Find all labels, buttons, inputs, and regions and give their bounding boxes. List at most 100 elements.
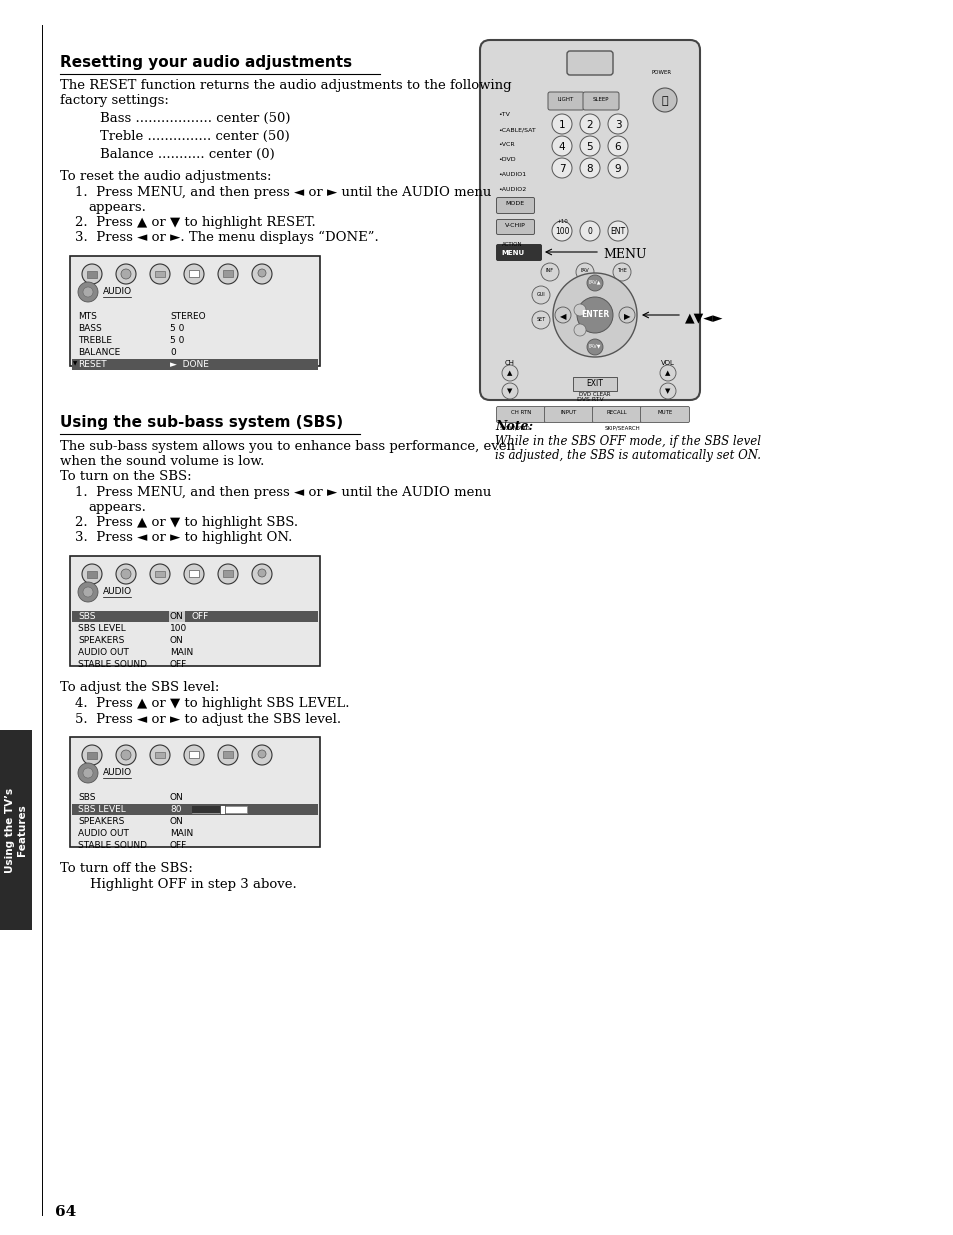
Text: MAIN: MAIN	[170, 648, 193, 657]
Text: SBS: SBS	[78, 793, 95, 802]
Text: MAIN: MAIN	[170, 829, 193, 839]
Text: when the sound volume is low.: when the sound volume is low.	[60, 454, 264, 468]
Text: VOL: VOL	[660, 359, 674, 366]
Text: MENU: MENU	[602, 248, 646, 261]
Text: ▲▼◄►: ▲▼◄►	[684, 311, 722, 324]
Text: Balance ........... center (0): Balance ........... center (0)	[100, 148, 274, 161]
Text: AUDIO: AUDIO	[103, 587, 132, 597]
Circle shape	[121, 569, 131, 579]
Circle shape	[540, 263, 558, 282]
Text: DVS RTV: DVS RTV	[576, 396, 602, 403]
Text: •TV: •TV	[497, 112, 509, 117]
Text: SBS LEVEL: SBS LEVEL	[78, 624, 126, 634]
Circle shape	[150, 745, 170, 764]
Text: ►  DONE: ► DONE	[170, 359, 209, 369]
Circle shape	[150, 264, 170, 284]
Text: ON: ON	[170, 818, 184, 826]
Text: Treble ............... center (50): Treble ............... center (50)	[100, 130, 290, 143]
Bar	[87, 270, 97, 278]
Circle shape	[501, 383, 517, 399]
Text: ▼: ▼	[73, 361, 77, 366]
Text: Bass .................. center (50): Bass .................. center (50)	[100, 112, 291, 125]
Text: Using the sub-bass system (SBS): Using the sub-bass system (SBS)	[60, 415, 343, 430]
Bar	[192, 806, 222, 813]
Circle shape	[607, 136, 627, 156]
Text: 3.  Press ◄ or ► to highlight ON.: 3. Press ◄ or ► to highlight ON.	[75, 531, 292, 543]
Circle shape	[552, 136, 572, 156]
Text: BALANCE: BALANCE	[78, 348, 120, 357]
Circle shape	[184, 264, 204, 284]
Text: INF: INF	[545, 268, 554, 273]
Text: •DVD: •DVD	[497, 157, 515, 162]
Bar	[87, 752, 97, 760]
Circle shape	[579, 114, 599, 135]
Text: 1.  Press MENU, and then press ◄ or ► until the AUDIO menu: 1. Press MENU, and then press ◄ or ► unt…	[75, 487, 491, 499]
Text: 2: 2	[586, 120, 593, 130]
Circle shape	[82, 745, 102, 764]
Circle shape	[652, 88, 677, 112]
FancyBboxPatch shape	[592, 406, 640, 422]
Circle shape	[150, 564, 170, 584]
Circle shape	[579, 221, 599, 241]
Text: CH: CH	[504, 359, 515, 366]
Text: ▲: ▲	[507, 370, 512, 375]
Bar	[70, 256, 319, 366]
Text: MENU: MENU	[500, 249, 523, 256]
Circle shape	[257, 569, 266, 577]
Text: POWER: POWER	[651, 70, 671, 75]
Circle shape	[184, 564, 204, 584]
Circle shape	[116, 745, 136, 764]
Text: appears.: appears.	[88, 201, 146, 214]
Text: ▶: ▶	[623, 312, 630, 321]
Text: EXIT: EXIT	[586, 379, 603, 388]
Bar	[87, 571, 97, 578]
Circle shape	[252, 564, 272, 584]
Bar	[70, 556, 319, 666]
Circle shape	[78, 282, 98, 303]
Text: 80: 80	[170, 805, 181, 814]
Text: ▼: ▼	[664, 388, 670, 394]
Text: 3.  Press ◄ or ►. The menu displays “DONE”.: 3. Press ◄ or ►. The menu displays “DONE…	[75, 231, 378, 245]
Bar	[573, 377, 617, 391]
Circle shape	[82, 564, 102, 584]
Circle shape	[552, 158, 572, 178]
Circle shape	[78, 582, 98, 601]
Text: ENTER: ENTER	[580, 310, 608, 319]
Text: INPUT: INPUT	[560, 410, 577, 415]
Circle shape	[257, 750, 266, 758]
Circle shape	[252, 264, 272, 284]
Text: 0: 0	[170, 348, 175, 357]
FancyBboxPatch shape	[496, 245, 541, 261]
Text: 100: 100	[170, 624, 187, 634]
FancyBboxPatch shape	[582, 91, 618, 110]
FancyBboxPatch shape	[639, 406, 689, 422]
Text: 64: 64	[55, 1205, 76, 1219]
Bar	[71, 359, 317, 370]
Text: 0: 0	[587, 227, 592, 236]
Text: Note:: Note:	[495, 420, 533, 433]
Text: The sub-bass system allows you to enhance bass performance, even: The sub-bass system allows you to enhanc…	[60, 440, 515, 453]
Bar	[154, 571, 165, 577]
Text: SKIP/SEARCH: SKIP/SEARCH	[604, 425, 640, 430]
Text: •CABLE/SAT: •CABLE/SAT	[497, 127, 536, 132]
Text: SET: SET	[536, 317, 545, 322]
Text: To reset the audio adjustments:: To reset the audio adjustments:	[60, 170, 272, 183]
Text: 1: 1	[558, 120, 565, 130]
Text: 3: 3	[614, 120, 620, 130]
Circle shape	[116, 564, 136, 584]
Circle shape	[618, 308, 635, 324]
Text: ON: ON	[170, 613, 184, 621]
Circle shape	[218, 264, 237, 284]
Circle shape	[121, 269, 131, 279]
Circle shape	[607, 158, 627, 178]
Circle shape	[121, 750, 131, 760]
Circle shape	[576, 263, 594, 282]
Circle shape	[574, 304, 585, 316]
Text: 4: 4	[558, 142, 565, 152]
Text: •AUDIO2: •AUDIO2	[497, 186, 526, 191]
Text: SBS: SBS	[78, 613, 95, 621]
Text: 8: 8	[586, 164, 593, 174]
Text: Using the TV’s
Features: Using the TV’s Features	[5, 788, 27, 873]
Text: 5 0: 5 0	[170, 336, 184, 345]
Text: appears.: appears.	[88, 501, 146, 514]
